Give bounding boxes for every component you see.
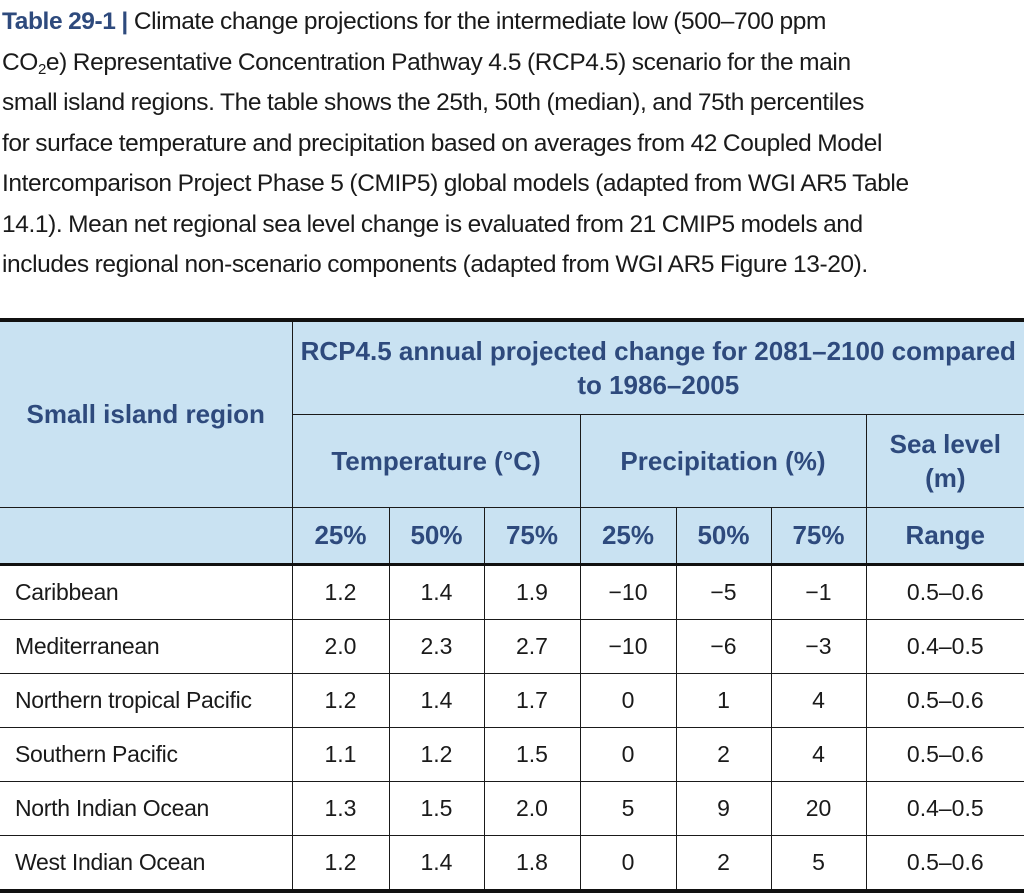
precip-25-cell: 0 [579, 673, 677, 728]
caption-label: Table 29-1 | [2, 8, 128, 35]
region-cell: West Indian Ocean [0, 835, 293, 893]
precip-75-cell: 4 [770, 673, 867, 728]
period-span-header: RCP4.5 annual projected change for 2081–… [291, 318, 1024, 415]
header-row-percentiles: 25% 50% 75% 25% 50% 75% Range [0, 506, 1024, 566]
region-column-header: Small island region [0, 318, 293, 508]
temp-50-cell: 1.4 [388, 564, 485, 620]
precip-75-header: 75% [770, 506, 867, 566]
header-row-period: Small island region RCP4.5 annual projec… [0, 318, 1024, 508]
region-cell: Mediterranean [0, 619, 293, 674]
caption-line-5: Intercomparison Project Phase 5 (CMIP5) … [2, 170, 909, 197]
precipitation-group-header: Precipitation (%) [579, 413, 867, 508]
precip-50-cell: 1 [675, 673, 772, 728]
precip-50-cell: −6 [675, 619, 772, 674]
precip-50-cell: 2 [675, 835, 772, 893]
table-row: North Indian Ocean 1.3 1.5 2.0 5 9 20 0.… [0, 781, 1024, 836]
precip-75-cell: 5 [770, 835, 867, 893]
temp-25-cell: 2.0 [291, 619, 390, 674]
table-row: Caribbean 1.2 1.4 1.9 −10 −5 −1 0.5–0.6 [0, 564, 1024, 620]
temp-75-cell: 1.9 [483, 564, 581, 620]
table-row: Southern Pacific 1.1 1.2 1.5 0 2 4 0.5–0… [0, 727, 1024, 782]
sea-range-cell: 0.4–0.5 [865, 781, 1024, 836]
region-cell: Caribbean [0, 564, 293, 620]
precip-50-cell: −5 [675, 564, 772, 620]
temp-25-cell: 1.2 [291, 835, 390, 893]
precip-25-cell: −10 [579, 619, 677, 674]
caption-line-4: for surface temperature and precipitatio… [2, 129, 883, 157]
precip-25-cell: −10 [579, 564, 677, 620]
co2-subscript: 2 [37, 60, 46, 78]
precip-25-header: 25% [579, 506, 677, 566]
temp-75-cell: 2.0 [483, 781, 581, 836]
temp-25-cell: 1.2 [291, 673, 390, 728]
temp-50-cell: 2.3 [388, 619, 485, 674]
table-row: Mediterranean 2.0 2.3 2.7 −10 −6 −3 0.4–… [0, 619, 1024, 674]
table-row: West Indian Ocean 1.2 1.4 1.8 0 2 5 0.5–… [0, 835, 1024, 893]
precip-75-cell: −1 [770, 564, 867, 620]
caption-line-3: small island regions. The table shows th… [2, 89, 864, 116]
temp-25-cell: 1.2 [291, 564, 390, 620]
precip-25-cell: 0 [579, 727, 677, 782]
header-row-groups: Temperature (°C) Precipitation (%) Sea l… [0, 413, 1024, 508]
region-header-blank [0, 506, 293, 566]
table-row: Northern tropical Pacific 1.2 1.4 1.7 0 … [0, 673, 1024, 728]
precip-50-header: 50% [675, 506, 772, 566]
caption-text-1: Climate change projections for the inter… [133, 8, 827, 35]
caption-line-1: Table 29-1 | Climate change projections … [2, 2, 1022, 43]
sea-range-cell: 0.5–0.6 [865, 673, 1024, 728]
sea-range-cell: 0.5–0.6 [865, 564, 1024, 620]
temp-75-cell: 1.8 [483, 835, 581, 893]
caption-line-2: CO2e) Representative Concentration Pathw… [2, 43, 1022, 84]
temp-50-header: 50% [388, 506, 485, 566]
temp-50-cell: 1.4 [388, 835, 485, 893]
temp-25-cell: 1.3 [291, 781, 390, 836]
temp-25-header: 25% [291, 506, 390, 566]
region-cell: Northern tropical Pacific [0, 673, 293, 728]
caption-line-6: 14.1). Mean net regional sea level chang… [2, 210, 863, 238]
temp-50-cell: 1.4 [388, 673, 485, 728]
temp-50-cell: 1.5 [388, 781, 485, 836]
temp-50-cell: 1.2 [388, 727, 485, 782]
temp-75-cell: 1.7 [483, 673, 581, 728]
caption-text-2: e) Representative Concentration Pathway … [45, 48, 851, 76]
precip-75-cell: −3 [770, 619, 867, 674]
region-cell: Southern Pacific [0, 727, 293, 782]
precip-25-cell: 5 [579, 781, 677, 836]
temperature-group-header: Temperature (°C) [292, 413, 581, 508]
precip-25-cell: 0 [579, 835, 677, 893]
caption-line-7: includes regional non-scenario component… [2, 251, 868, 278]
precip-50-cell: 2 [675, 727, 772, 782]
precip-75-cell: 4 [770, 727, 867, 782]
table-caption: Table 29-1 | Climate change projections … [2, 2, 1022, 286]
sea-range-cell: 0.5–0.6 [865, 835, 1024, 893]
temp-75-header: 75% [483, 506, 581, 566]
sea-range-cell: 0.4–0.5 [865, 619, 1024, 674]
temp-25-cell: 1.1 [291, 727, 390, 782]
precip-50-cell: 9 [675, 781, 772, 836]
sea-level-group-header: Sea level (m) [865, 413, 1024, 508]
sea-range-cell: 0.5–0.6 [865, 727, 1024, 782]
precip-75-cell: 20 [770, 781, 867, 836]
region-cell: North Indian Ocean [0, 781, 293, 836]
co2-prefix: CO [2, 48, 38, 76]
temp-75-cell: 1.5 [483, 727, 581, 782]
temp-75-cell: 2.7 [483, 619, 581, 674]
sea-range-header: Range [865, 506, 1024, 566]
climate-projection-table: Small island region RCP4.5 annual projec… [0, 318, 1024, 893]
